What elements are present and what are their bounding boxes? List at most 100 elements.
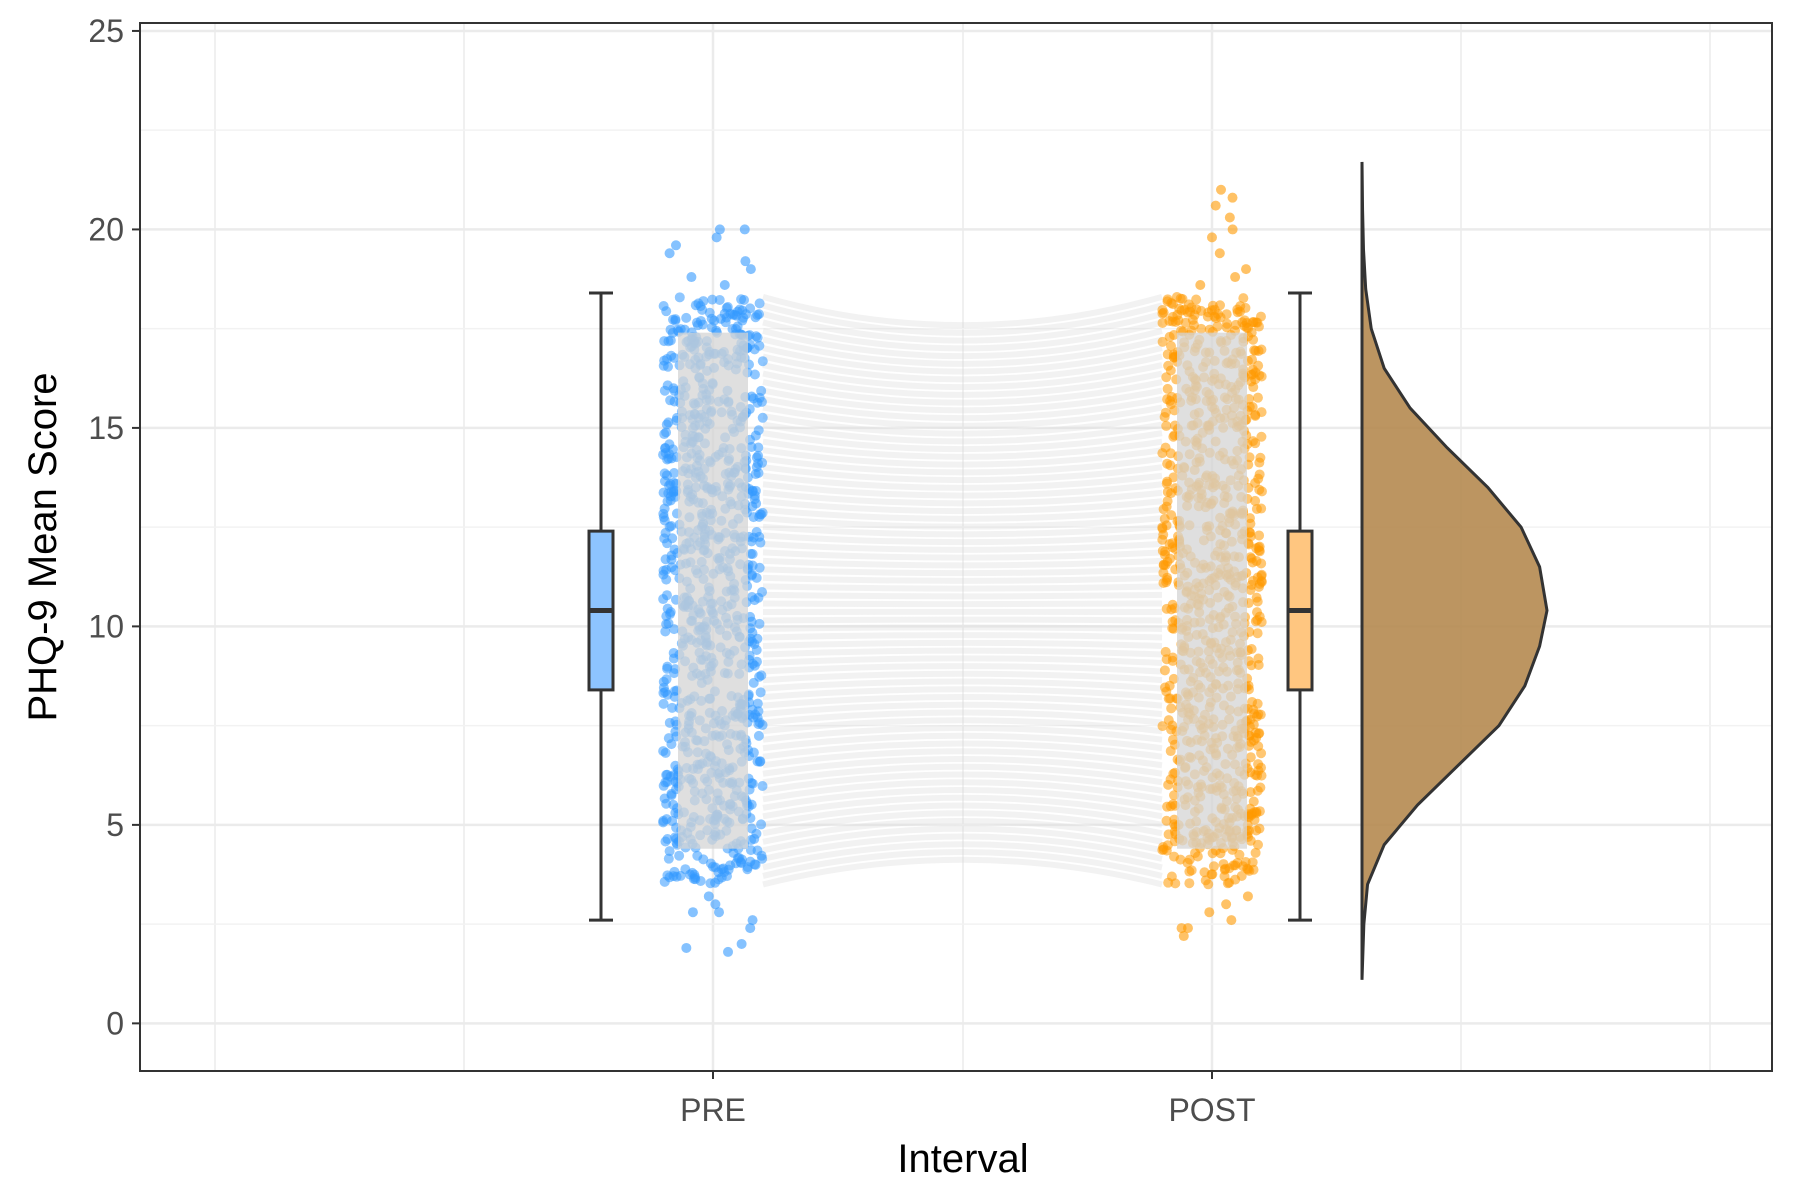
data-point — [1242, 891, 1253, 902]
data-point — [1206, 232, 1217, 243]
data-point — [757, 780, 768, 791]
data-point — [1245, 835, 1256, 846]
data-point — [753, 730, 764, 741]
data-point — [1166, 871, 1177, 882]
data-point — [1210, 200, 1221, 211]
data-point — [665, 609, 676, 620]
data-point — [706, 322, 717, 333]
data-point — [1251, 732, 1262, 743]
data-point — [666, 562, 677, 573]
connecting-line — [762, 328, 1163, 360]
y-axis-title: PHQ-9 Mean Score — [21, 372, 65, 721]
data-point — [1196, 323, 1207, 334]
connecting-lines — [762, 294, 1163, 888]
data-point — [667, 815, 678, 826]
connecting-line — [762, 319, 1163, 352]
data-point — [1247, 696, 1258, 707]
data-point — [669, 396, 680, 407]
data-point — [661, 619, 672, 630]
y-tick-label: 25 — [88, 13, 124, 49]
data-point — [681, 942, 692, 953]
data-point — [752, 698, 763, 709]
data-point — [732, 853, 743, 864]
connecting-line — [762, 701, 1163, 718]
data-point — [1168, 330, 1179, 341]
data-point — [746, 823, 757, 834]
data-point — [747, 560, 758, 571]
data-point — [662, 496, 673, 507]
data-point — [751, 452, 762, 463]
data-point — [1226, 915, 1237, 926]
connecting-line — [762, 404, 1163, 429]
data-point — [1169, 790, 1180, 801]
data-point — [708, 861, 719, 872]
data-point — [749, 490, 760, 501]
data-point — [660, 626, 671, 637]
data-point — [1162, 572, 1173, 583]
data-point — [707, 294, 718, 305]
data-point — [1169, 352, 1180, 363]
data-point — [1190, 847, 1201, 858]
connecting-line — [762, 540, 1163, 553]
connecting-line — [762, 686, 1163, 701]
data-point — [1161, 501, 1172, 512]
data-point — [1252, 628, 1263, 639]
connecting-line — [762, 353, 1163, 383]
connecting-line — [762, 624, 1163, 632]
data-point — [1157, 721, 1168, 732]
connecting-line — [762, 566, 1163, 577]
data-point — [1167, 599, 1178, 610]
connecting-line — [762, 779, 1163, 803]
data-point — [1161, 845, 1172, 856]
data-point — [716, 872, 727, 883]
data-point — [675, 324, 686, 335]
data-point — [1184, 854, 1195, 865]
data-point — [1167, 655, 1178, 666]
y-tick-label: 15 — [88, 410, 124, 446]
data-point — [745, 856, 756, 867]
connecting-line — [762, 549, 1163, 561]
data-point — [754, 618, 765, 629]
data-point — [663, 853, 674, 864]
boxplot-pre — [587, 291, 615, 922]
connecting-line — [762, 841, 1163, 871]
data-point — [1159, 549, 1170, 560]
density-outline — [1360, 161, 1549, 980]
data-point — [736, 938, 747, 949]
data-point — [1157, 336, 1168, 347]
data-point — [1163, 715, 1174, 726]
connecting-line — [762, 506, 1163, 522]
data-point — [1250, 317, 1261, 328]
connecting-line — [762, 557, 1163, 569]
data-point — [668, 314, 679, 325]
data-point — [723, 946, 734, 957]
data-point — [745, 923, 756, 934]
connecting-line — [762, 591, 1163, 600]
connecting-line — [762, 694, 1163, 709]
data-point — [747, 548, 758, 559]
data-point — [1244, 452, 1255, 463]
data-point — [1216, 184, 1227, 195]
points-pre — [658, 224, 768, 957]
data-point — [658, 817, 669, 828]
connecting-line — [762, 336, 1163, 367]
data-point — [1222, 318, 1233, 329]
data-point — [1209, 304, 1220, 315]
data-point — [1241, 264, 1252, 275]
connecting-line — [762, 379, 1163, 406]
data-point — [670, 240, 681, 251]
data-point — [669, 624, 680, 635]
data-point — [1184, 878, 1195, 889]
connecting-line — [762, 732, 1163, 752]
data-point — [714, 224, 725, 235]
connecting-line — [762, 421, 1163, 445]
data-point — [1246, 643, 1257, 654]
data-point — [1166, 703, 1177, 714]
data-point — [1215, 848, 1226, 859]
data-point — [690, 300, 701, 311]
connecting-line — [762, 455, 1163, 476]
data-point — [747, 636, 758, 647]
data-point — [1161, 372, 1172, 383]
data-point — [752, 712, 763, 723]
connecting-line — [762, 294, 1163, 329]
